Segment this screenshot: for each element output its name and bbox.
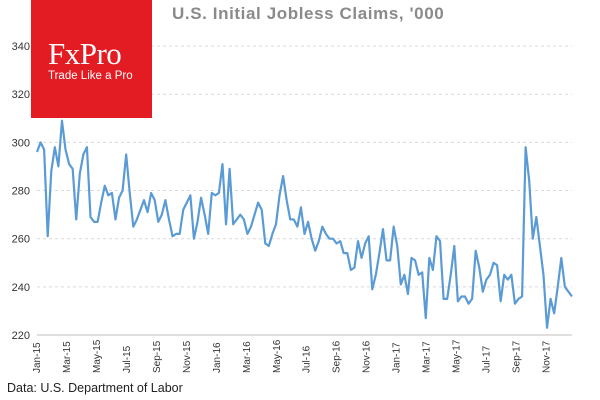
y-tick-label: 260 xyxy=(12,234,30,246)
x-tick-label: Jan-15 xyxy=(32,342,43,373)
y-axis-tick-labels: 220 240 260 280 300 320 340 xyxy=(12,41,30,342)
x-tick-label: Nov-17 xyxy=(542,340,553,373)
y-tick-label: 320 xyxy=(12,89,30,101)
logo-tagline: Trade Like a Pro xyxy=(48,70,133,82)
x-tick-label: Mar-17 xyxy=(422,341,433,373)
source-note: Data: U.S. Department of Labor xyxy=(7,381,183,395)
x-tick-label: Nov-16 xyxy=(362,340,373,373)
x-tick-label: Jan-17 xyxy=(392,342,403,373)
y-tick-label: 280 xyxy=(12,186,30,198)
x-tick-label: Jan-16 xyxy=(212,342,223,373)
x-tick-label: Nov-15 xyxy=(182,340,193,373)
fxpro-logo: FxPro Trade Like a Pro xyxy=(31,0,152,118)
x-tick-label: Mar-16 xyxy=(242,341,253,373)
x-tick-label: Jul-15 xyxy=(122,345,133,373)
x-tick-label: May-17 xyxy=(452,339,463,373)
x-tick-label: Jul-16 xyxy=(302,345,313,373)
x-tick-label: Sep-16 xyxy=(332,340,343,373)
x-tick-label: May-16 xyxy=(272,339,283,373)
x-tick-label: May-15 xyxy=(92,339,103,373)
x-tick-label: Mar-15 xyxy=(62,341,73,373)
series-line-jobless-claims xyxy=(35,119,573,329)
y-tick-label: 240 xyxy=(12,282,30,294)
chart-title: U.S. Initial Jobless Claims, '000 xyxy=(172,4,445,23)
x-axis-tick-labels: Jan-15 Mar-15 May-15 Jul-15 Sep-15 Nov-15 Jan-… xyxy=(32,339,553,373)
y-tick-label: 340 xyxy=(12,41,30,53)
x-tick-label: Sep-17 xyxy=(512,340,523,373)
y-tick-label: 300 xyxy=(12,137,30,149)
logo-brand-name: FxPro xyxy=(48,36,122,71)
x-tick-label: Sep-15 xyxy=(152,340,163,373)
x-tick-label: Jul-17 xyxy=(482,345,493,373)
y-tick-label: 220 xyxy=(12,330,30,342)
